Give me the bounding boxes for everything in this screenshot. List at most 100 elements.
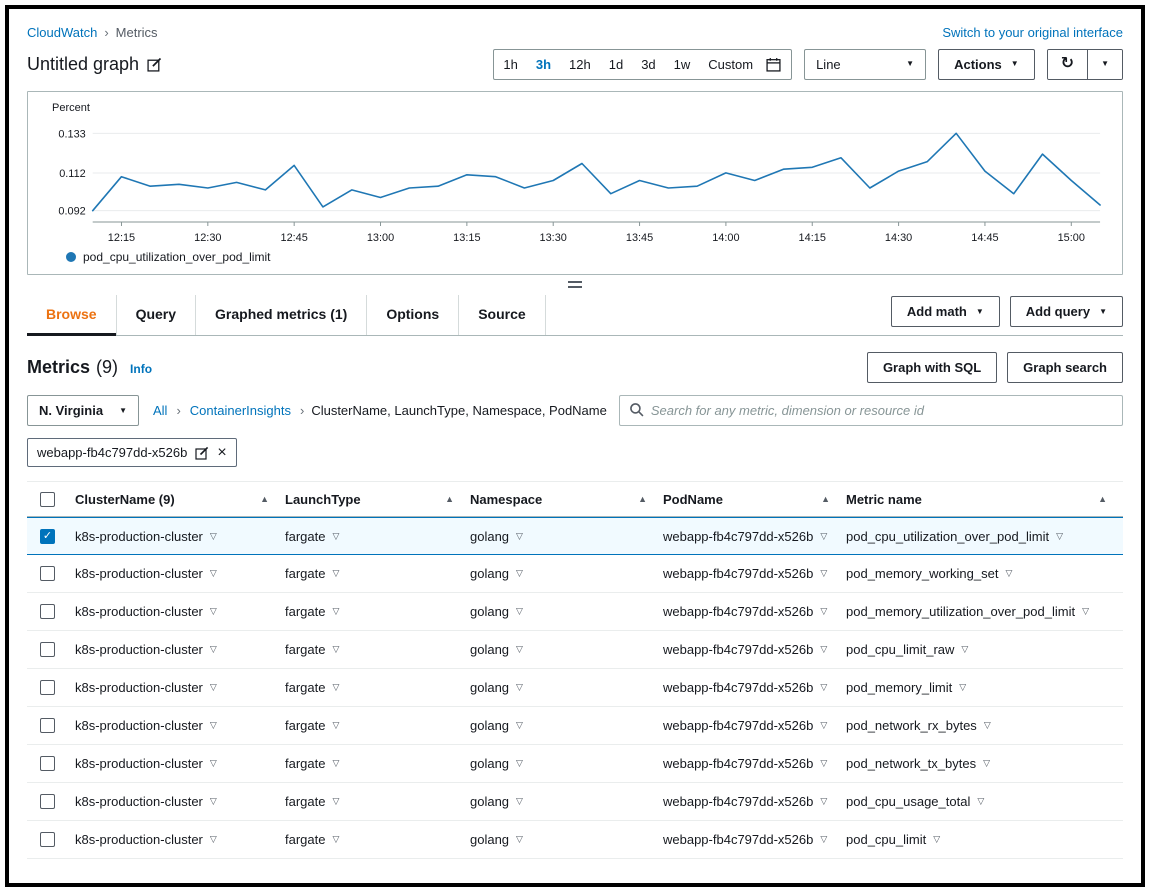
cell-dropdown-icon[interactable]: ▽ xyxy=(332,758,339,769)
cell-dropdown-icon[interactable]: ▽ xyxy=(820,682,827,693)
cell-dropdown-icon[interactable]: ▽ xyxy=(984,720,991,731)
metric-search-box[interactable] xyxy=(619,395,1123,426)
tab-options[interactable]: Options xyxy=(367,295,459,335)
table-row[interactable]: k8s-production-cluster▽fargate▽golang▽we… xyxy=(27,593,1123,631)
chart-legend[interactable]: pod_cpu_utilization_over_pod_limit xyxy=(38,248,1112,268)
sort-asc-icon[interactable]: ▲ xyxy=(638,494,647,504)
cell-dropdown-icon[interactable]: ▽ xyxy=(210,796,217,807)
cell-dropdown-icon[interactable]: ▽ xyxy=(332,606,339,617)
table-row[interactable]: k8s-production-cluster▽fargate▽golang▽we… xyxy=(27,669,1123,707)
cell-dropdown-icon[interactable]: ▽ xyxy=(516,644,523,655)
time-range-3d[interactable]: 3d xyxy=(632,50,664,79)
sort-asc-icon[interactable]: ▲ xyxy=(821,494,830,504)
pod-filter-tag[interactable]: webapp-fb4c797dd-x526b × xyxy=(27,438,237,467)
column-header-launchtype[interactable]: LaunchType ▲ xyxy=(285,492,470,507)
row-checkbox[interactable] xyxy=(40,604,55,619)
chart-type-select[interactable]: Line ▼ xyxy=(804,49,926,80)
cell-dropdown-icon[interactable]: ▽ xyxy=(977,796,984,807)
switch-interface-link[interactable]: Switch to your original interface xyxy=(942,25,1123,40)
time-range-1w[interactable]: 1w xyxy=(665,50,700,79)
cell-dropdown-icon[interactable]: ▽ xyxy=(820,568,827,579)
time-range-12h[interactable]: 12h xyxy=(560,50,600,79)
time-range-3h[interactable]: 3h xyxy=(527,50,560,79)
cell-dropdown-icon[interactable]: ▽ xyxy=(959,682,966,693)
graph-with-sql-button[interactable]: Graph with SQL xyxy=(867,352,997,383)
tag-remove-icon[interactable]: × xyxy=(217,445,226,461)
breadcrumb-cloudwatch[interactable]: CloudWatch xyxy=(27,25,97,40)
row-checkbox[interactable] xyxy=(40,832,55,847)
cell-dropdown-icon[interactable]: ▽ xyxy=(516,682,523,693)
search-input[interactable] xyxy=(651,403,1113,418)
cell-dropdown-icon[interactable]: ▽ xyxy=(820,834,827,845)
cell-dropdown-icon[interactable]: ▽ xyxy=(933,834,940,845)
add-query-button[interactable]: Add query ▼ xyxy=(1010,296,1123,327)
cell-dropdown-icon[interactable]: ▽ xyxy=(961,644,968,655)
row-checkbox[interactable] xyxy=(40,794,55,809)
column-header-clustername[interactable]: ClusterName (9) ▲ xyxy=(75,492,285,507)
row-checkbox[interactable] xyxy=(40,566,55,581)
cell-dropdown-icon[interactable]: ▽ xyxy=(516,606,523,617)
row-checkbox[interactable] xyxy=(40,680,55,695)
tab-browse[interactable]: Browse xyxy=(27,295,117,335)
column-header-metric-name[interactable]: Metric name ▲ xyxy=(846,492,1123,507)
sort-asc-icon[interactable]: ▲ xyxy=(1098,494,1107,504)
cell-dropdown-icon[interactable]: ▽ xyxy=(332,531,339,542)
cell-dropdown-icon[interactable]: ▽ xyxy=(516,834,523,845)
cell-dropdown-icon[interactable]: ▽ xyxy=(210,606,217,617)
tab-graphed-metrics[interactable]: Graphed metrics (1) xyxy=(196,295,367,335)
cell-dropdown-icon[interactable]: ▽ xyxy=(332,834,339,845)
table-row[interactable]: ✓k8s-production-cluster▽fargate▽golang▽w… xyxy=(27,517,1123,555)
sort-asc-icon[interactable]: ▲ xyxy=(260,494,269,504)
graph-search-button[interactable]: Graph search xyxy=(1007,352,1123,383)
tag-edit-icon[interactable] xyxy=(195,446,209,460)
cell-dropdown-icon[interactable]: ▽ xyxy=(1005,568,1012,579)
refresh-options-button[interactable]: ▼ xyxy=(1087,50,1122,79)
add-math-button[interactable]: Add math ▼ xyxy=(891,296,1000,327)
cell-dropdown-icon[interactable]: ▽ xyxy=(210,531,217,542)
select-all-checkbox[interactable] xyxy=(40,492,55,507)
cell-dropdown-icon[interactable]: ▽ xyxy=(516,531,523,542)
cell-dropdown-icon[interactable]: ▽ xyxy=(516,758,523,769)
cell-dropdown-icon[interactable]: ▽ xyxy=(210,720,217,731)
cell-dropdown-icon[interactable]: ▽ xyxy=(1056,531,1063,542)
cell-dropdown-icon[interactable]: ▽ xyxy=(516,720,523,731)
table-row[interactable]: k8s-production-cluster▽fargate▽golang▽we… xyxy=(27,555,1123,593)
time-range-1d[interactable]: 1d xyxy=(600,50,632,79)
cell-dropdown-icon[interactable]: ▽ xyxy=(820,758,827,769)
cell-dropdown-icon[interactable]: ▽ xyxy=(210,644,217,655)
filter-path-all[interactable]: All xyxy=(153,403,167,418)
calendar-icon[interactable] xyxy=(762,50,791,79)
column-header-namespace[interactable]: Namespace ▲ xyxy=(470,492,663,507)
column-header-podname[interactable]: PodName ▲ xyxy=(663,492,846,507)
cell-dropdown-icon[interactable]: ▽ xyxy=(210,568,217,579)
cell-dropdown-icon[interactable]: ▽ xyxy=(332,720,339,731)
cell-dropdown-icon[interactable]: ▽ xyxy=(210,834,217,845)
table-row[interactable]: k8s-production-cluster▽fargate▽golang▽we… xyxy=(27,745,1123,783)
cell-dropdown-icon[interactable]: ▽ xyxy=(820,644,827,655)
cell-dropdown-icon[interactable]: ▽ xyxy=(820,531,827,542)
row-checkbox[interactable] xyxy=(40,718,55,733)
cell-dropdown-icon[interactable]: ▽ xyxy=(516,796,523,807)
cell-dropdown-icon[interactable]: ▽ xyxy=(516,568,523,579)
actions-button[interactable]: Actions ▼ xyxy=(938,49,1035,80)
row-checkbox[interactable] xyxy=(40,642,55,657)
cell-dropdown-icon[interactable]: ▽ xyxy=(820,606,827,617)
filter-path-containerinsights[interactable]: ContainerInsights xyxy=(190,403,291,418)
table-row[interactable]: k8s-production-cluster▽fargate▽golang▽we… xyxy=(27,631,1123,669)
edit-title-icon[interactable] xyxy=(147,57,162,72)
cell-dropdown-icon[interactable]: ▽ xyxy=(983,758,990,769)
cell-dropdown-icon[interactable]: ▽ xyxy=(332,568,339,579)
tab-source[interactable]: Source xyxy=(459,295,545,335)
cell-dropdown-icon[interactable]: ▽ xyxy=(332,682,339,693)
table-row[interactable]: k8s-production-cluster▽fargate▽golang▽we… xyxy=(27,783,1123,821)
refresh-button[interactable]: ↻ xyxy=(1048,50,1087,79)
cell-dropdown-icon[interactable]: ▽ xyxy=(210,682,217,693)
info-link[interactable]: Info xyxy=(130,362,152,376)
resize-handle-icon[interactable] xyxy=(568,281,582,288)
cell-dropdown-icon[interactable]: ▽ xyxy=(820,720,827,731)
time-range-1h[interactable]: 1h xyxy=(494,50,526,79)
cell-dropdown-icon[interactable]: ▽ xyxy=(820,796,827,807)
row-checkbox[interactable]: ✓ xyxy=(40,529,55,544)
time-range-custom[interactable]: Custom xyxy=(699,50,762,79)
row-checkbox[interactable] xyxy=(40,756,55,771)
